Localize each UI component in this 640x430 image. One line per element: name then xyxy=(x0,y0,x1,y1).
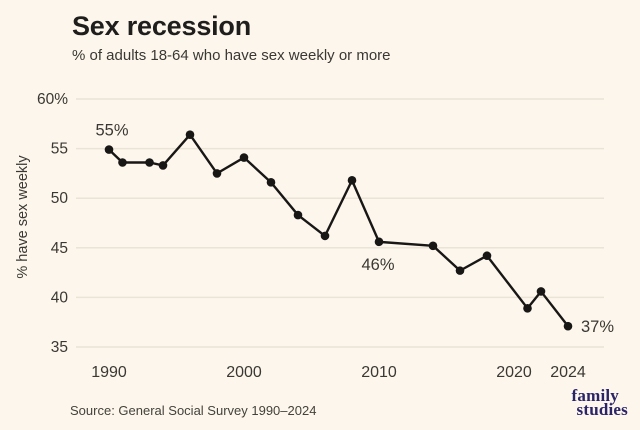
data-point xyxy=(212,169,222,178)
y-tick-label: 50 xyxy=(51,190,69,207)
data-point xyxy=(239,153,249,162)
data-point xyxy=(293,210,303,220)
data-point xyxy=(374,237,384,247)
data-point xyxy=(455,266,465,275)
x-tick-label: 2000 xyxy=(226,364,262,381)
y-tick-label: 60% xyxy=(37,91,68,108)
data-point xyxy=(482,251,492,261)
logo-line-family: family xyxy=(571,386,619,405)
data-point xyxy=(320,231,330,241)
chart-subtitle: % of adults 18-64 who have sex weekly or… xyxy=(72,47,391,64)
data-point xyxy=(104,145,114,154)
data-point xyxy=(158,161,168,170)
value-annotation: 46% xyxy=(361,256,394,274)
x-tick-label: 2020 xyxy=(496,364,532,381)
data-point xyxy=(266,178,276,187)
y-axis-title: % have sex weekly xyxy=(15,155,31,279)
data-point xyxy=(523,304,532,313)
data-point xyxy=(536,287,546,296)
logo-line-studies: studies xyxy=(576,400,628,419)
x-tick-label: 2024 xyxy=(550,364,586,381)
x-tick-label: 2010 xyxy=(361,364,397,381)
source-note: Source: General Social Survey 1990–2024 xyxy=(70,403,317,418)
x-tick-label: 1990 xyxy=(91,364,127,381)
y-tick-label: 55 xyxy=(51,141,68,158)
data-point xyxy=(563,321,573,331)
data-point xyxy=(185,130,195,140)
y-tick-label: 40 xyxy=(51,289,69,306)
y-tick-label: 35 xyxy=(51,339,68,356)
data-point xyxy=(145,158,154,167)
y-tick-label: 45 xyxy=(51,240,68,257)
value-annotation: 55% xyxy=(95,122,128,140)
data-point xyxy=(428,241,438,251)
data-point xyxy=(347,176,357,185)
value-annotation: 37% xyxy=(581,318,614,336)
family-studies-logo: family studies xyxy=(508,386,628,419)
page-title: Sex recession xyxy=(72,11,252,41)
data-point xyxy=(118,158,127,167)
chart-header: Sex recession % of adults 18-64 who have… xyxy=(72,11,391,64)
